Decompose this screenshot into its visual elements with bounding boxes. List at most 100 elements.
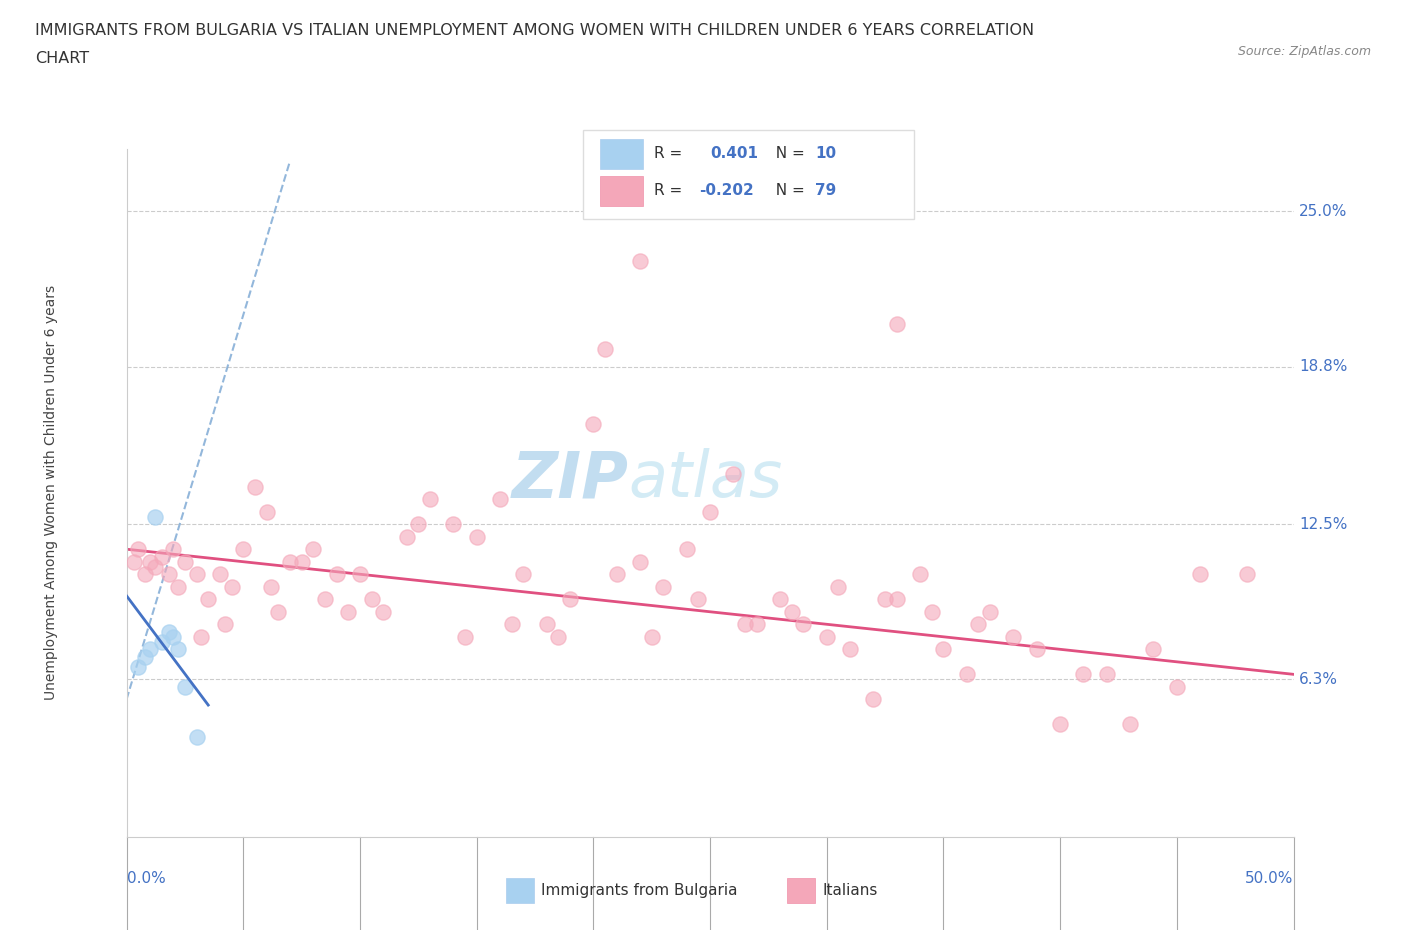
Point <box>337 604 360 619</box>
Point <box>197 591 219 606</box>
Text: IMMIGRANTS FROM BULGARIA VS ITALIAN UNEMPLOYMENT AMONG WOMEN WITH CHILDREN UNDER: IMMIGRANTS FROM BULGARIA VS ITALIAN UNEM… <box>35 23 1035 38</box>
Point <box>360 591 382 606</box>
Point <box>408 517 430 532</box>
Point <box>815 630 838 644</box>
Point <box>921 604 943 619</box>
Text: 0.401: 0.401 <box>710 146 758 161</box>
Text: -0.202: -0.202 <box>699 183 754 198</box>
Text: N =: N = <box>766 146 810 161</box>
Point <box>512 566 534 581</box>
Point <box>302 542 325 557</box>
Point <box>186 729 208 744</box>
Point <box>956 667 979 682</box>
Text: 25.0%: 25.0% <box>1299 204 1348 219</box>
Point <box>1119 717 1142 732</box>
Point <box>290 554 312 569</box>
Point <box>127 659 149 674</box>
Point <box>419 492 441 507</box>
Point <box>536 617 558 631</box>
Point <box>606 566 628 581</box>
Point <box>723 467 745 482</box>
Point <box>214 617 236 631</box>
Point <box>232 542 254 557</box>
Point <box>127 542 149 557</box>
Text: CHART: CHART <box>35 51 89 66</box>
Point <box>162 542 184 557</box>
Text: Source: ZipAtlas.com: Source: ZipAtlas.com <box>1237 45 1371 58</box>
Point <box>150 550 173 565</box>
Point <box>373 604 395 619</box>
Point <box>628 554 651 569</box>
Text: 6.3%: 6.3% <box>1299 671 1339 687</box>
Point <box>260 579 283 594</box>
Point <box>174 554 197 569</box>
Point <box>465 529 488 544</box>
Point <box>157 566 180 581</box>
Text: Unemployment Among Women with Children Under 6 years: Unemployment Among Women with Children U… <box>44 286 58 700</box>
Text: R =: R = <box>654 183 688 198</box>
Point <box>886 591 908 606</box>
Point <box>501 617 523 631</box>
Point <box>167 642 190 657</box>
Point <box>792 617 814 631</box>
Point <box>769 591 792 606</box>
Point <box>1002 630 1025 644</box>
Point <box>174 680 197 695</box>
Point <box>143 510 166 525</box>
Point <box>243 479 266 494</box>
Text: Italians: Italians <box>823 884 877 898</box>
Point <box>1166 680 1188 695</box>
Text: 10: 10 <box>815 146 837 161</box>
Point <box>908 566 931 581</box>
Point <box>1049 717 1071 732</box>
Point <box>150 634 173 649</box>
Point <box>489 492 512 507</box>
Point <box>640 630 664 644</box>
Point <box>143 559 166 574</box>
Text: 0.0%: 0.0% <box>127 871 166 886</box>
Point <box>157 624 180 639</box>
Point <box>699 504 721 519</box>
Point <box>675 542 697 557</box>
Text: 79: 79 <box>815 183 837 198</box>
Text: atlas: atlas <box>628 448 783 511</box>
Point <box>839 642 862 657</box>
Text: R =: R = <box>654 146 688 161</box>
Point <box>122 554 145 569</box>
Point <box>886 316 908 331</box>
Text: ZIP: ZIP <box>512 448 628 511</box>
Point <box>582 417 605 432</box>
Point <box>134 649 156 664</box>
Point <box>862 692 884 707</box>
Point <box>139 642 162 657</box>
Point <box>593 341 616 356</box>
Point <box>558 591 581 606</box>
Point <box>139 554 162 569</box>
Point <box>162 630 184 644</box>
Text: 50.0%: 50.0% <box>1246 871 1294 886</box>
Point <box>134 566 156 581</box>
Point <box>395 529 418 544</box>
Point <box>1095 667 1118 682</box>
Point <box>1025 642 1047 657</box>
Point <box>186 566 208 581</box>
Text: 18.8%: 18.8% <box>1299 359 1348 374</box>
Point <box>967 617 990 631</box>
Point <box>745 617 768 631</box>
Point <box>267 604 290 619</box>
Point <box>441 517 464 532</box>
Point <box>221 579 243 594</box>
Point <box>325 566 347 581</box>
Point <box>1142 642 1164 657</box>
Point <box>208 566 231 581</box>
Point <box>1236 566 1258 581</box>
Point <box>827 579 849 594</box>
Point <box>314 591 336 606</box>
Text: N =: N = <box>766 183 810 198</box>
Point <box>167 579 190 594</box>
Point <box>190 630 212 644</box>
Point <box>1189 566 1212 581</box>
Text: Immigrants from Bulgaria: Immigrants from Bulgaria <box>541 884 738 898</box>
Point <box>547 630 569 644</box>
Point <box>688 591 710 606</box>
